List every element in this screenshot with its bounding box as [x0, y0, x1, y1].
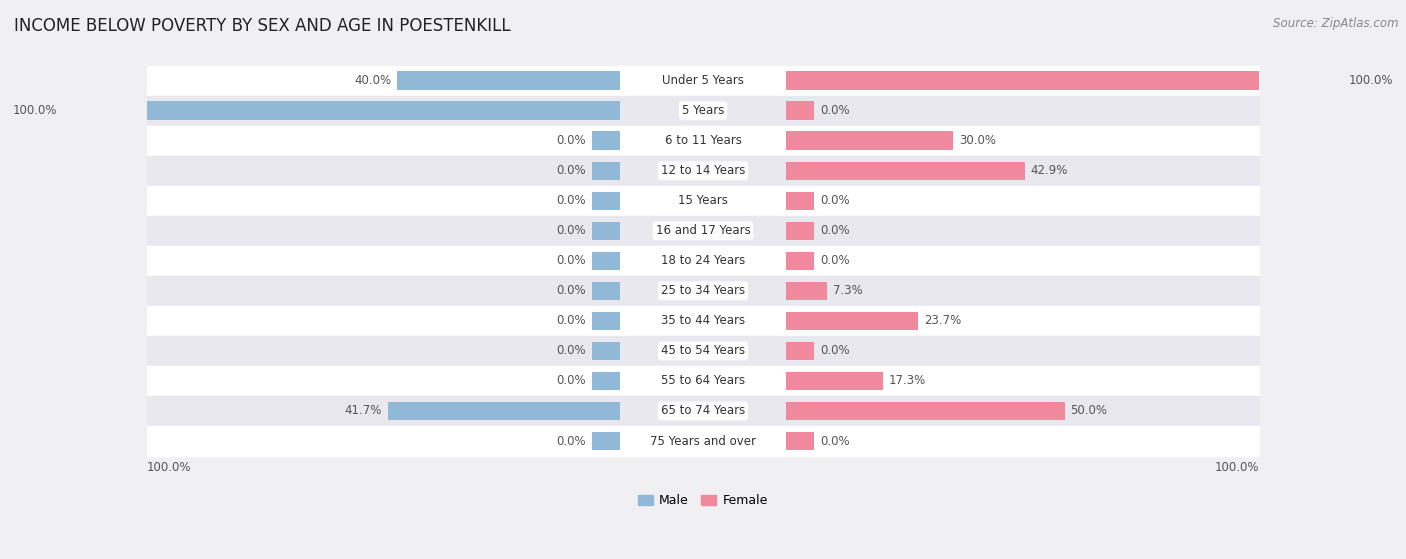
Bar	[592, 282, 620, 300]
Text: 0.0%: 0.0%	[820, 105, 849, 117]
Bar	[396, 72, 620, 90]
Text: 6 to 11 Years: 6 to 11 Years	[665, 134, 741, 147]
Text: 0.0%: 0.0%	[820, 344, 849, 357]
Text: 0.0%: 0.0%	[557, 254, 586, 267]
Bar	[592, 372, 620, 390]
Bar	[592, 192, 620, 210]
Bar	[592, 162, 620, 180]
Text: 100.0%: 100.0%	[1215, 461, 1260, 475]
Text: 42.9%: 42.9%	[1031, 164, 1069, 177]
Text: 0.0%: 0.0%	[557, 134, 586, 147]
Bar	[592, 221, 620, 240]
Text: 23.7%: 23.7%	[924, 314, 962, 328]
Text: 0.0%: 0.0%	[557, 224, 586, 238]
Text: 0.0%: 0.0%	[557, 375, 586, 387]
Text: 0.0%: 0.0%	[557, 195, 586, 207]
Text: Under 5 Years: Under 5 Years	[662, 74, 744, 87]
Text: 0.0%: 0.0%	[820, 195, 849, 207]
Text: 41.7%: 41.7%	[344, 405, 382, 418]
Text: 75 Years and over: 75 Years and over	[650, 434, 756, 448]
Text: 55 to 64 Years: 55 to 64 Years	[661, 375, 745, 387]
Text: 50.0%: 50.0%	[1070, 405, 1107, 418]
Bar	[786, 342, 814, 360]
Bar	[786, 402, 1064, 420]
Bar	[786, 131, 953, 150]
Bar	[786, 72, 1343, 90]
Text: 15 Years: 15 Years	[678, 195, 728, 207]
Bar	[786, 252, 814, 270]
Text: 100.0%: 100.0%	[1348, 74, 1393, 87]
Bar	[592, 432, 620, 451]
Text: 30.0%: 30.0%	[959, 134, 995, 147]
Bar	[786, 221, 814, 240]
Text: 0.0%: 0.0%	[557, 164, 586, 177]
Bar	[786, 282, 827, 300]
Text: 100.0%: 100.0%	[13, 105, 58, 117]
Text: 25 to 34 Years: 25 to 34 Years	[661, 285, 745, 297]
Bar	[592, 131, 620, 150]
Text: 65 to 74 Years: 65 to 74 Years	[661, 405, 745, 418]
Bar	[786, 192, 814, 210]
Text: 0.0%: 0.0%	[557, 285, 586, 297]
Bar	[786, 162, 1025, 180]
Text: 0.0%: 0.0%	[557, 434, 586, 448]
Text: 100.0%: 100.0%	[146, 461, 191, 475]
Text: 16 and 17 Years: 16 and 17 Years	[655, 224, 751, 238]
Text: 5 Years: 5 Years	[682, 105, 724, 117]
Text: 45 to 54 Years: 45 to 54 Years	[661, 344, 745, 357]
Bar	[786, 432, 814, 451]
Bar	[592, 252, 620, 270]
Text: 0.0%: 0.0%	[557, 344, 586, 357]
Text: 18 to 24 Years: 18 to 24 Years	[661, 254, 745, 267]
Bar	[786, 101, 814, 120]
Bar	[592, 342, 620, 360]
Text: 0.0%: 0.0%	[820, 224, 849, 238]
Text: 7.3%: 7.3%	[832, 285, 862, 297]
Text: 0.0%: 0.0%	[557, 314, 586, 328]
Text: INCOME BELOW POVERTY BY SEX AND AGE IN POESTENKILL: INCOME BELOW POVERTY BY SEX AND AGE IN P…	[14, 17, 510, 35]
Bar	[786, 311, 918, 330]
Bar	[592, 311, 620, 330]
Text: 0.0%: 0.0%	[820, 434, 849, 448]
Text: Source: ZipAtlas.com: Source: ZipAtlas.com	[1274, 17, 1399, 30]
Bar	[63, 101, 620, 120]
Text: 17.3%: 17.3%	[889, 375, 925, 387]
Bar	[786, 372, 883, 390]
Text: 35 to 44 Years: 35 to 44 Years	[661, 314, 745, 328]
Bar	[388, 402, 620, 420]
Text: 12 to 14 Years: 12 to 14 Years	[661, 164, 745, 177]
Text: 0.0%: 0.0%	[820, 254, 849, 267]
Legend: Male, Female: Male, Female	[633, 489, 773, 512]
Text: 40.0%: 40.0%	[354, 74, 391, 87]
